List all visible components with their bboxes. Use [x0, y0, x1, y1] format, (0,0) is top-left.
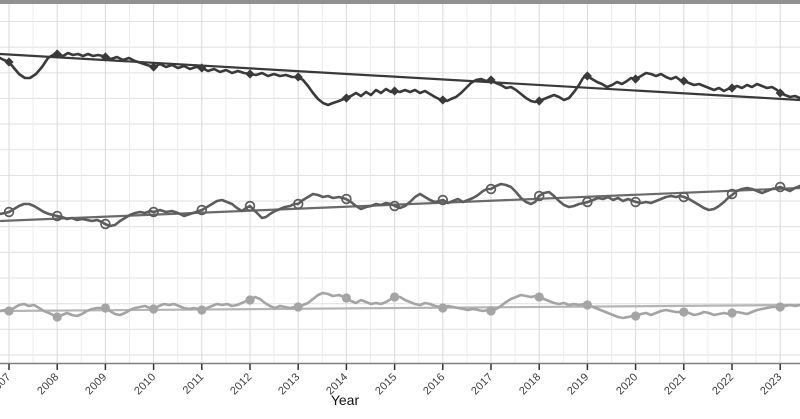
series-top-diamond-marker: [341, 93, 351, 103]
series-middle-open-circle-marker: [726, 188, 738, 200]
series-top-diamond-marker: [438, 95, 448, 105]
series-middle-open-circle-marker: [341, 193, 352, 205]
series-top-diamond-marker: [727, 83, 737, 93]
series-top-diamond-marker: [149, 62, 159, 72]
series-top-diamond-marker: [631, 74, 641, 84]
series-top-diamond-trendline: [0, 52, 800, 102]
series-bottom-filled-circle-marker: [727, 308, 737, 318]
series-top-diamond-marker: [245, 69, 255, 79]
series-bottom-filled-circle-marker: [100, 303, 110, 313]
series-top-diamond-marker: [52, 49, 62, 59]
series-middle-open-circle-marker: [485, 183, 497, 195]
top-bar: [0, 0, 800, 4]
x-axis-title: Year: [330, 392, 360, 408]
series-middle-open-circle-marker: [196, 204, 208, 216]
series-top-diamond-marker: [582, 71, 592, 81]
series-bottom-filled-circle-marker: [534, 292, 544, 302]
series-bottom-filled-circle-marker: [197, 305, 207, 315]
series-bottom-filled-circle-marker: [679, 307, 689, 317]
series-bottom-filled-circle-marker: [631, 311, 641, 321]
series-top-diamond-marker: [100, 52, 110, 62]
series-bottom-filled-circle-marker: [245, 295, 255, 305]
series-bottom-filled-circle-marker: [390, 292, 400, 302]
series-bottom-filled-circle-marker: [486, 306, 496, 316]
series-top-diamond-marker: [390, 86, 400, 96]
series-top-diamond-marker: [534, 96, 544, 106]
series-bottom-filled-circle-marker: [582, 300, 593, 310]
series-middle-open-circle-marker: [582, 196, 593, 208]
series-top-diamond-marker: [679, 76, 689, 86]
series-bottom-filled-circle-marker: [775, 302, 785, 312]
series-top-diamond-line: [0, 51, 800, 107]
series-bottom-filled-circle-marker: [438, 303, 448, 313]
series-top-diamond-marker: [775, 88, 785, 98]
series-middle-open-circle-marker: [3, 206, 15, 218]
series-middle-open-circle-marker: [148, 206, 159, 218]
series-middle-open-circle-marker: [678, 191, 690, 203]
series-middle-open-circle-marker: [774, 181, 786, 193]
series-top-diamond-marker: [4, 57, 14, 67]
series-middle-open-circle-marker: [630, 196, 641, 208]
series-bottom-filled-circle-marker: [341, 293, 351, 303]
series-middle-open-circle-line: [0, 182, 800, 228]
series-bottom-filled-circle-marker: [293, 302, 303, 312]
series-top-diamond-marker: [197, 63, 207, 73]
series-bottom-filled-circle-marker: [52, 312, 62, 322]
series-bottom-filled-circle-line: [0, 291, 800, 320]
series-top-diamond-marker: [486, 75, 496, 85]
series-middle-open-circle-marker: [437, 194, 449, 206]
series-top-diamond-marker: [293, 72, 303, 82]
series-middle-open-circle-trendline: [0, 186, 800, 223]
series-middle-open-circle-marker: [244, 200, 256, 212]
series-middle-open-circle-marker: [100, 218, 111, 230]
series-middle-open-circle-marker: [292, 198, 304, 210]
series-bottom-filled-circle-marker: [4, 306, 14, 316]
series-middle-open-circle-marker: [51, 210, 63, 222]
series-bottom-filled-circle-marker: [149, 304, 159, 314]
series-middle-open-circle-marker: [533, 190, 545, 202]
series-middle-open-circle-marker: [389, 200, 400, 212]
